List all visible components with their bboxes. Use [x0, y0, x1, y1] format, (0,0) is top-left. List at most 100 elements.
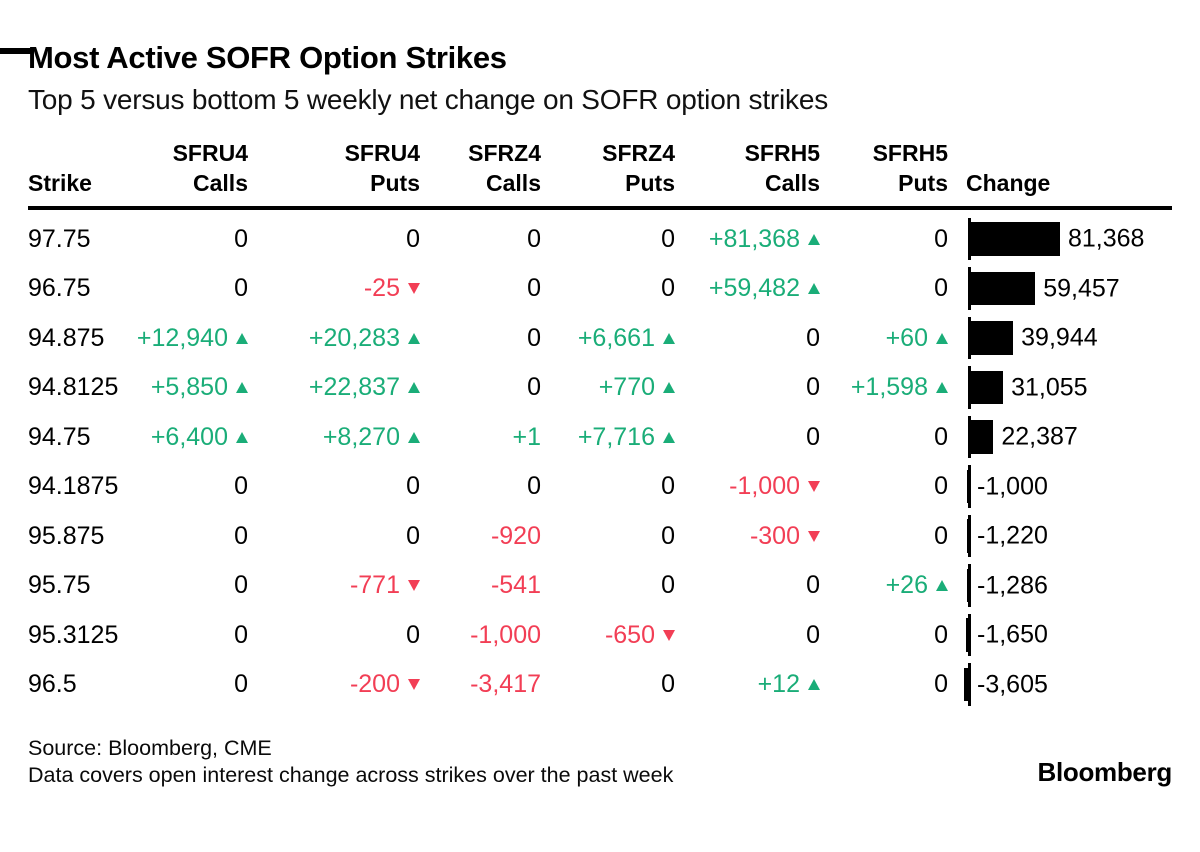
bar-baseline-tick [968, 663, 971, 706]
table-row: 94.75 +6,400 +8,270 +1 +7,716 0 0 22,387 [28, 412, 1172, 462]
column-header-label: Strike [28, 170, 92, 196]
table-row: 94.875 +12,940 +20,283 0 +6,661 0 +60 39,944 [28, 313, 1172, 363]
net-change-cell: +20,283 [248, 324, 420, 353]
net-change-value: 0 [406, 224, 420, 253]
strikes-table: Strike SFRU4 Calls SFRU4 Puts SFRZ4 Calls SFRZ4… [28, 138, 1172, 710]
strike-value: 94.8125 [28, 373, 119, 402]
down-arrow-icon [408, 580, 420, 592]
change-total-label: 22,387 [1001, 422, 1078, 451]
net-change-value: -200 [349, 670, 400, 699]
note-line: Data covers open interest change across … [28, 762, 674, 787]
table-row: 96.75 0 -25 0 0 +59,482 0 59,457 [28, 264, 1172, 314]
change-bar [968, 222, 1060, 256]
column-header-sfrz4-puts: SFRZ4 Puts [541, 138, 675, 199]
net-change-cell: 0 [248, 522, 420, 551]
net-change-cell: 0 [138, 225, 248, 254]
net-change-value: 0 [661, 521, 675, 550]
page-title: Most Active SOFR Option Strikes [28, 40, 507, 75]
column-header-sfrh5-calls: SFRH5 Calls [675, 138, 820, 199]
change-bar-cell: 31,055 [948, 363, 1172, 413]
net-change-value: +6,661 [577, 323, 655, 352]
column-header-label: Puts [898, 170, 948, 196]
bar-baseline-tick [968, 514, 971, 558]
up-arrow-icon [936, 382, 948, 394]
net-change-cell: 0 [820, 225, 948, 254]
table-body: 97.75 0 0 0 0 +81,368 0 81,368 96.75 0 -25 0 0 +59,48… [28, 214, 1172, 709]
column-header-sfrz4-calls: SFRZ4 Calls [420, 138, 541, 199]
net-change-value: -541 [490, 571, 541, 600]
column-header-sfru4-calls: SFRU4 Calls [138, 138, 248, 199]
net-change-value: +12 [757, 670, 800, 699]
up-arrow-icon [236, 332, 248, 344]
column-header-contract: SFRZ4 [468, 139, 541, 166]
table-row: 97.75 0 0 0 0 +81,368 0 81,368 [28, 214, 1172, 264]
net-change-cell: +1 [420, 423, 541, 452]
net-change-cell: -3,417 [420, 670, 541, 699]
net-change-cell: 0 [820, 522, 948, 551]
net-change-cell: -920 [420, 522, 541, 551]
change-total-label: -1,286 [977, 571, 1048, 600]
change-bar [966, 568, 968, 603]
net-change-value: 0 [234, 670, 248, 699]
net-change-value: +8,270 [322, 422, 400, 451]
net-change-cell: 0 [138, 670, 248, 699]
change-bar-cell: -3,605 [948, 660, 1172, 710]
net-change-value: 0 [527, 224, 541, 253]
up-arrow-icon [936, 332, 948, 344]
net-change-cell: 0 [248, 472, 420, 501]
net-change-cell: -25 [248, 274, 420, 303]
up-arrow-icon [236, 431, 248, 443]
net-change-value: 0 [661, 224, 675, 253]
net-change-cell: 0 [541, 472, 675, 501]
net-change-value: 0 [527, 274, 541, 303]
net-change-cell: 0 [420, 472, 541, 501]
net-change-value: 0 [806, 373, 820, 402]
change-total-label: 59,457 [1043, 274, 1120, 303]
net-change-cell: +6,661 [541, 324, 675, 353]
net-change-cell: 0 [420, 274, 541, 303]
net-change-cell: 0 [541, 571, 675, 600]
net-change-value: 0 [406, 472, 420, 501]
change-total-label: -1,220 [977, 521, 1048, 550]
change-bar-cell: 22,387 [948, 412, 1172, 462]
net-change-cell: 0 [675, 324, 820, 353]
net-change-value: +770 [598, 373, 655, 402]
net-change-cell: 0 [420, 225, 541, 254]
net-change-value: +5,850 [150, 373, 228, 402]
strike-value: 97.75 [28, 224, 91, 253]
change-total-label: -3,605 [977, 670, 1048, 699]
net-change-value: -3,417 [470, 670, 541, 699]
net-change-cell: 0 [541, 274, 675, 303]
up-arrow-icon [663, 332, 675, 344]
net-change-cell: 0 [541, 670, 675, 699]
net-change-value: 0 [661, 670, 675, 699]
chart-footer: Source: Bloomberg, CME Data covers open … [28, 735, 1172, 787]
net-change-value: 0 [806, 323, 820, 352]
column-header-contract [28, 138, 138, 168]
net-change-cell: +6,400 [138, 423, 248, 452]
net-change-value: 0 [934, 274, 948, 303]
column-header-label: Calls [193, 170, 248, 196]
net-change-cell: 0 [675, 621, 820, 650]
net-change-cell: +5,850 [138, 373, 248, 402]
change-bar [968, 271, 1036, 306]
net-change-value: +12,940 [136, 323, 228, 352]
column-header-contract: SFRH5 [744, 139, 820, 166]
table-row: 95.875 0 0 -920 0 -300 0 -1,220 [28, 511, 1172, 561]
down-arrow-icon [663, 629, 675, 641]
change-bar [966, 618, 968, 652]
net-change-value: -771 [349, 571, 400, 600]
net-change-value: 0 [406, 620, 420, 649]
net-change-value: 0 [934, 521, 948, 550]
table-row: 96.5 0 -200 -3,417 0 +12 0 -3,605 [28, 660, 1172, 710]
chart-card: Most Active SOFR Option Strikes Top 5 ve… [0, 40, 1200, 852]
net-change-cell: +7,716 [541, 423, 675, 452]
column-header-sfru4-puts: SFRU4 Puts [248, 138, 420, 199]
net-change-cell: +59,482 [675, 274, 820, 303]
net-change-cell: -1,000 [675, 472, 820, 501]
net-change-value: 0 [234, 472, 248, 501]
net-change-cell: 0 [820, 621, 948, 650]
up-arrow-icon [236, 382, 248, 394]
change-total-label: 39,944 [1021, 323, 1098, 352]
net-change-value: 0 [234, 224, 248, 253]
